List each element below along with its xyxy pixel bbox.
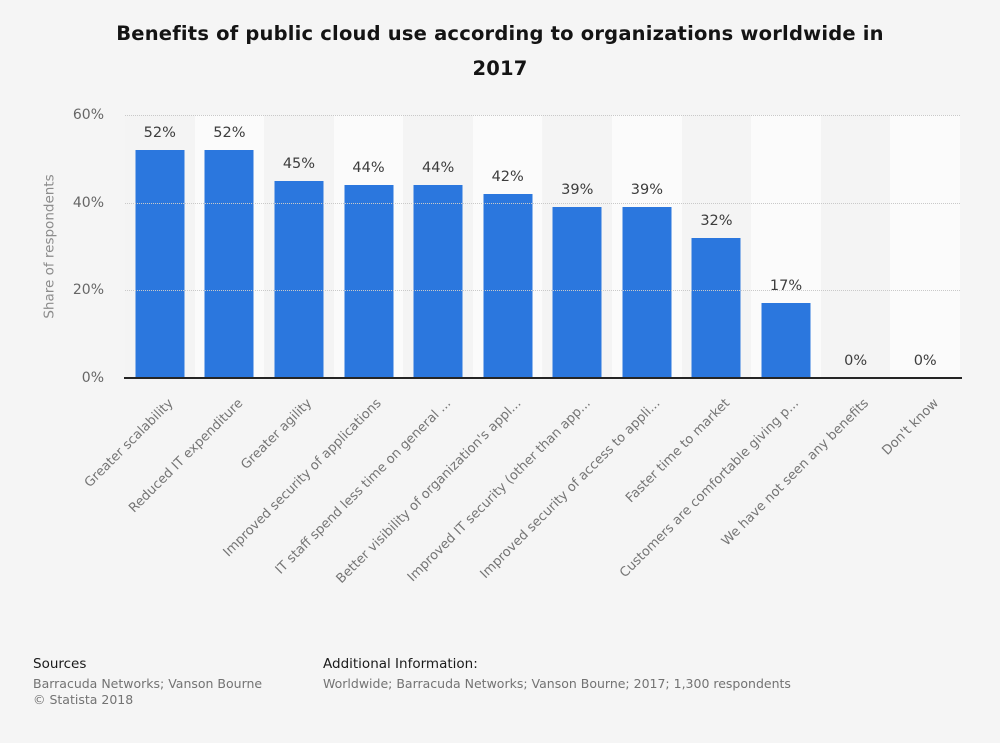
- additional-information-block: Additional Information: Worldwide; Barra…: [323, 656, 791, 692]
- bar-column: 32% Faster time to market: [623, 115, 752, 506]
- category-label: We have not seen any benefits: [718, 396, 873, 550]
- y-axis-title: Share of respondents: [41, 174, 58, 319]
- bar-value-label: 0%: [913, 353, 937, 369]
- column-band: [820, 115, 891, 378]
- category-label: Reduced IT expenditure: [125, 396, 246, 516]
- category-label: Don't know: [879, 396, 942, 459]
- bar-column: 39% Improved IT security (other than app…: [405, 115, 613, 585]
- chart-title-line-1: Benefits of public cloud use according t…: [116, 22, 884, 45]
- bar-value-label: 0%: [844, 353, 868, 369]
- bar-customers-comfortable[interactable]: [761, 303, 811, 378]
- bar-column: 0% We have not seen any benefits: [719, 115, 891, 549]
- statista-copyright: © Statista 2018: [33, 691, 134, 707]
- bar-value-label: 44%: [352, 160, 385, 177]
- bar-column: 0% Don't know: [879, 115, 960, 458]
- chart-title-line-2: 2017: [472, 57, 528, 80]
- bar-column: 39% Improved security of access to appli…: [477, 115, 682, 582]
- y-tick-0: 0%: [81, 370, 104, 386]
- bar-better-visibility-applications[interactable]: [483, 193, 533, 378]
- bar-column: 52% Greater scalability: [81, 115, 195, 491]
- bar-column: 45% Greater agility: [239, 115, 334, 473]
- column-band: [890, 115, 960, 378]
- bar-column: 42% Better visibility of organization's …: [333, 115, 543, 587]
- bar-value-label: 52%: [213, 125, 246, 142]
- category-label: Greater agility: [238, 396, 316, 473]
- bar-greater-agility[interactable]: [274, 180, 324, 378]
- bar-column: 44% IT staff spend less time on general …: [273, 115, 473, 577]
- bar-value-label: 42%: [491, 168, 524, 185]
- gridline-20: [125, 290, 960, 292]
- sources-block: Sources Barracuda Networks; Vanson Bourn…: [33, 656, 262, 707]
- bar-it-staff-less-time-general[interactable]: [413, 185, 463, 378]
- y-tick-40: 40%: [72, 194, 104, 211]
- gridline-60: [125, 115, 960, 116]
- bar-improved-security-of-applications[interactable]: [344, 185, 394, 378]
- bar-improved-it-security-other[interactable]: [552, 207, 602, 378]
- gridline-40: [125, 202, 960, 204]
- additional-information-heading: Additional Information:: [323, 656, 478, 672]
- additional-information-line: Worldwide; Barracuda Networks; Vanson Bo…: [323, 676, 791, 691]
- bar-faster-time-to-market[interactable]: [691, 237, 741, 378]
- bar-column: 17% Customers are comfortable giving p..…: [618, 115, 821, 581]
- bar-value-label: 44%: [422, 160, 455, 177]
- y-tick-20: 20%: [72, 282, 104, 299]
- bar-reduced-it-expenditure[interactable]: [204, 150, 254, 378]
- bar-value-label: 17%: [769, 278, 803, 295]
- x-axis-line: [124, 377, 962, 379]
- bar-column: 52% Reduced IT expenditure: [126, 115, 265, 516]
- bar-value-label: 32%: [700, 212, 733, 229]
- bar-value-label: 39%: [630, 182, 663, 199]
- bar-column: 44% Improved security of applications: [221, 115, 404, 560]
- y-tick-60: 60%: [72, 107, 104, 123]
- bar-value-label: 39%: [561, 182, 594, 199]
- chart-title: Benefits of public cloud use according t…: [40, 16, 960, 86]
- bar-improved-security-of-access[interactable]: [622, 207, 672, 378]
- bar-greater-scalability[interactable]: [135, 150, 185, 378]
- sources-line: Barracuda Networks; Vanson Bourne: [33, 676, 263, 691]
- bar-value-label: 45%: [282, 155, 316, 172]
- bar-value-label: 52%: [143, 125, 176, 142]
- sources-heading: Sources: [33, 656, 87, 672]
